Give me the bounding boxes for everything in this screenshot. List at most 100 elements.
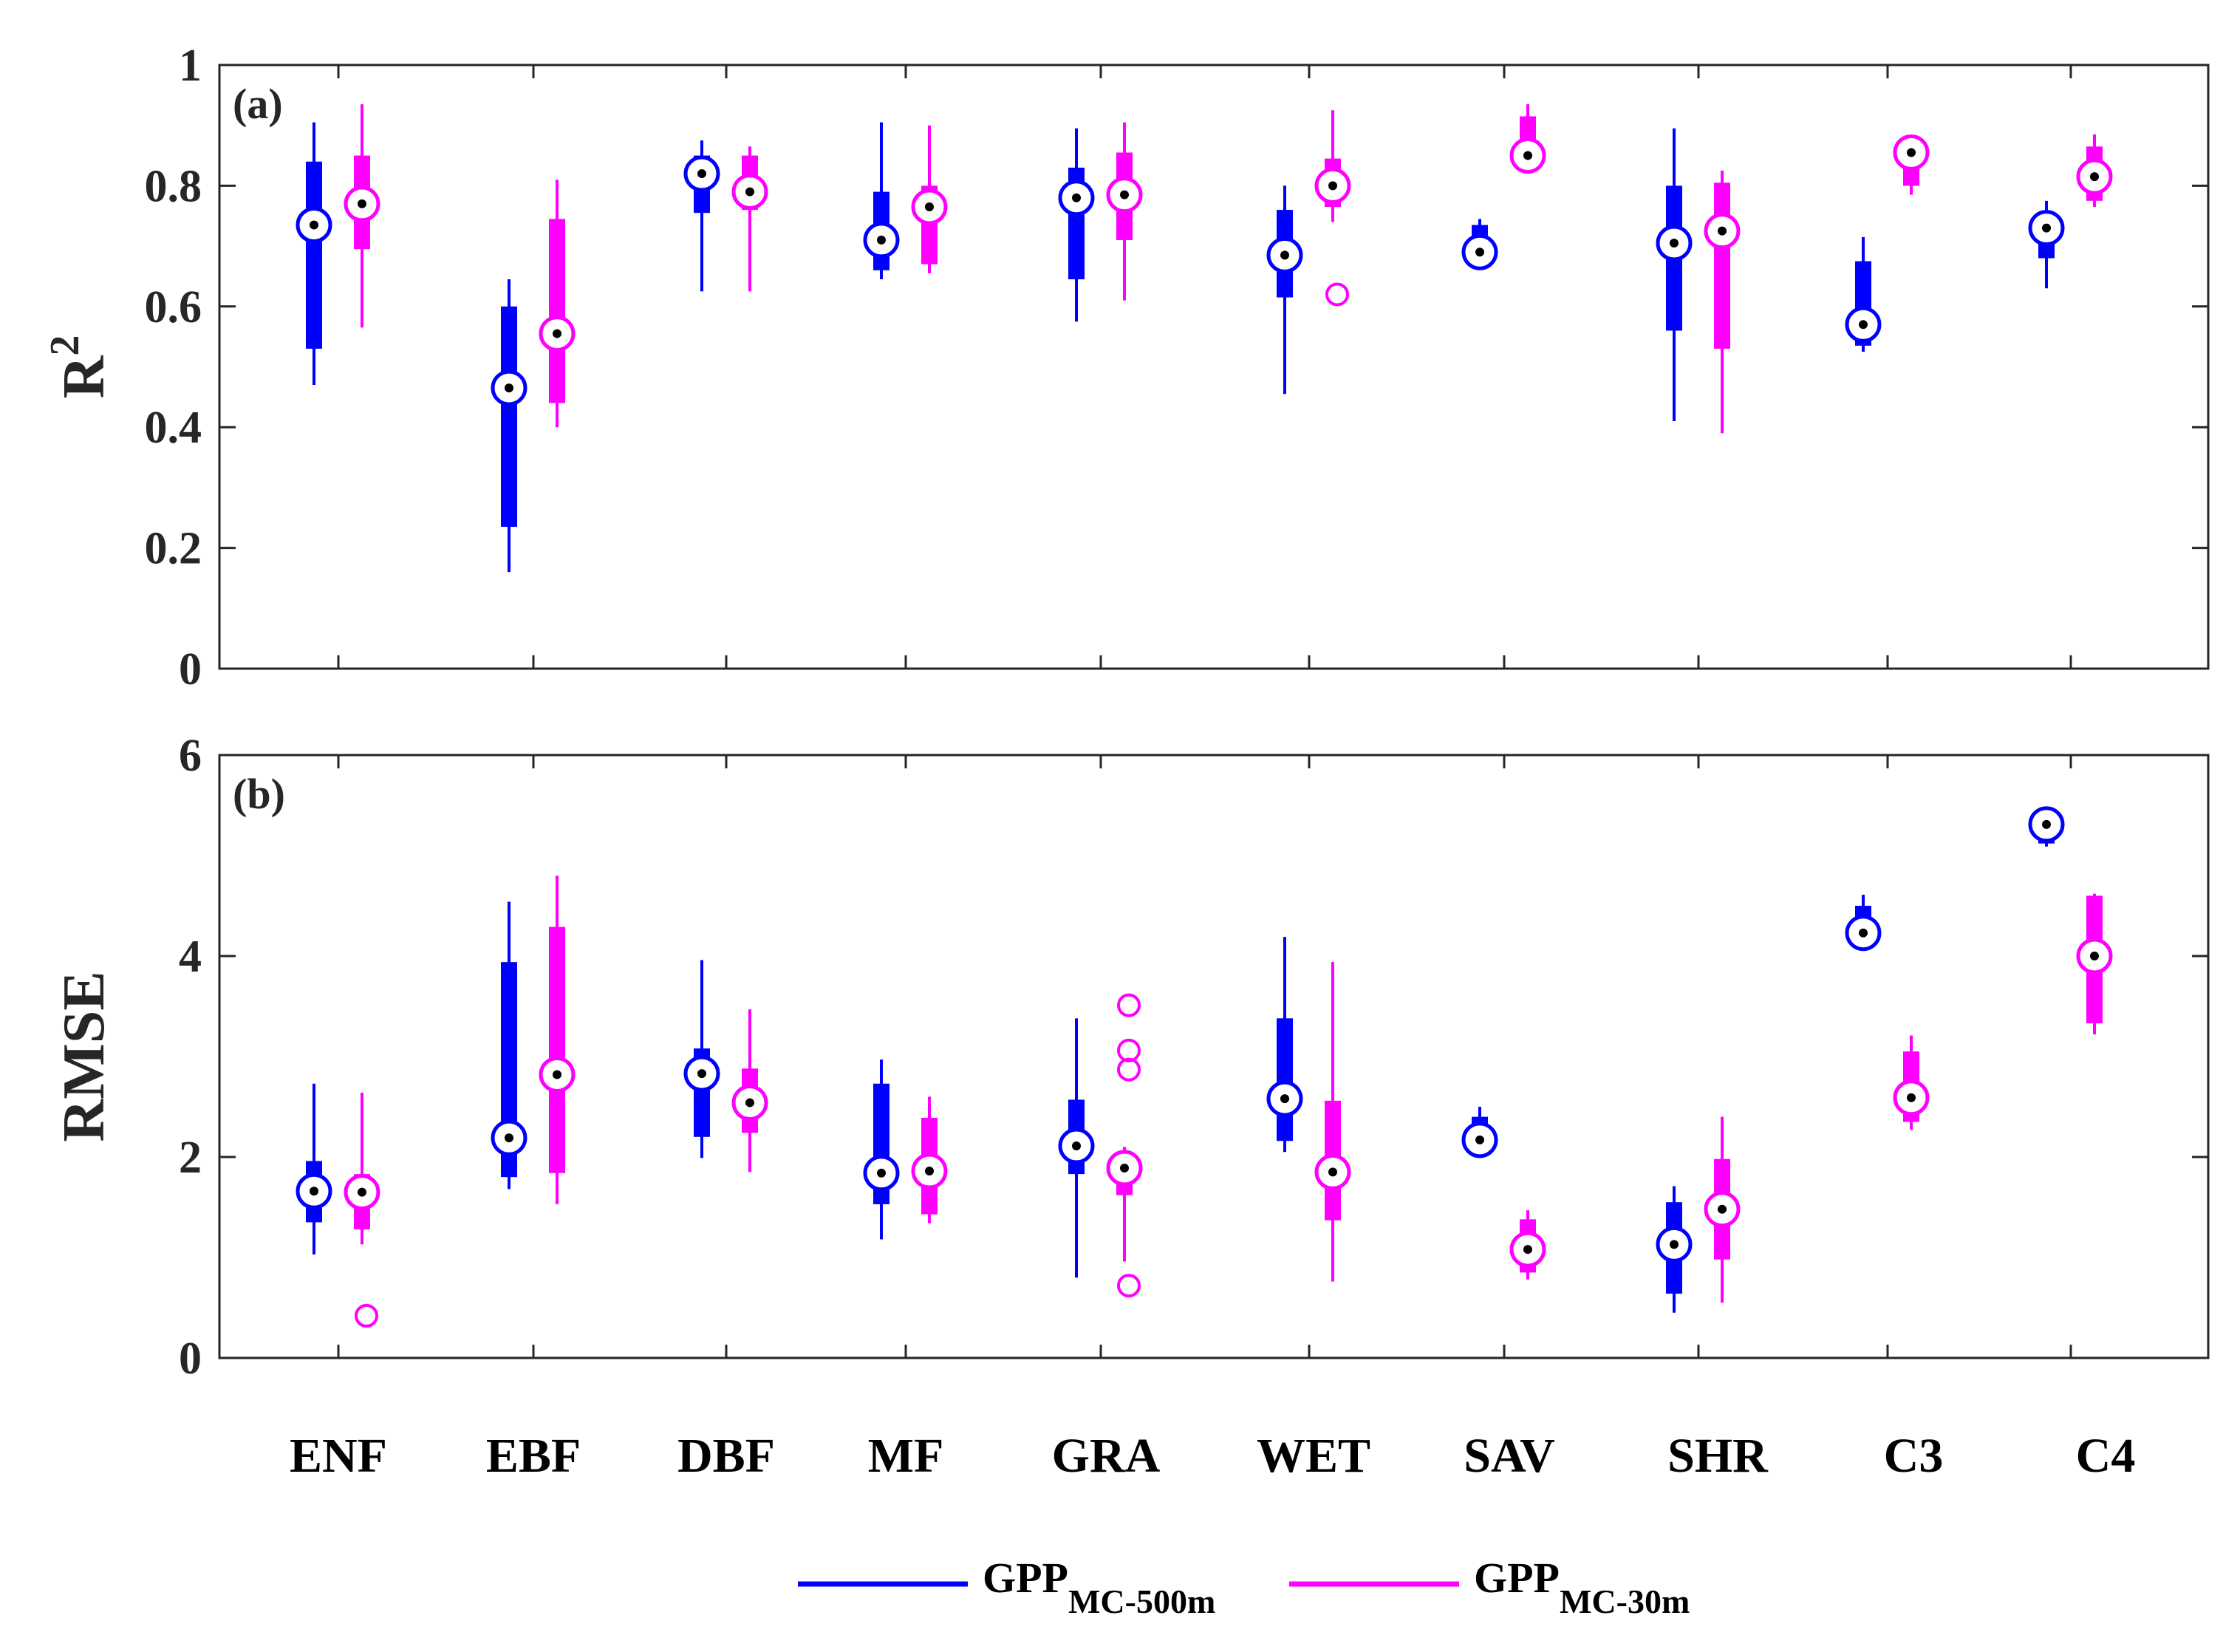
box-shr-30m	[1704, 170, 1741, 434]
box-shr-500m	[1656, 128, 1693, 422]
box-wet-500m	[1266, 937, 1303, 1153]
box-sav-500m	[1461, 1107, 1498, 1158]
y-axis-label-base: R	[52, 355, 117, 398]
panel-label: (b)	[233, 770, 285, 818]
box-gra-30m	[1106, 122, 1143, 301]
box-c3-30m	[1893, 1035, 1930, 1130]
iqr-box	[1277, 1018, 1293, 1141]
median-dot	[1859, 928, 1868, 938]
ytick-label: 6	[179, 731, 202, 781]
iqr-box	[549, 219, 565, 403]
median-dot	[1523, 1245, 1532, 1255]
ytick-label: 0.8	[145, 161, 202, 211]
panel-a: 0 0.2 0.4 0.6 0.8 1 (a) R2	[42, 41, 2210, 694]
median-dot	[1718, 1204, 1727, 1214]
ytick-label: 0	[179, 1334, 202, 1384]
legend-label-30m: GPPMC-30m	[1474, 1554, 1690, 1620]
median-dot	[1523, 151, 1532, 160]
median-dot	[1072, 193, 1081, 202]
median-dot	[553, 1070, 561, 1079]
y-axis-label: R2	[42, 335, 117, 399]
box-enf-30m	[344, 1092, 380, 1328]
median-dot	[1907, 1093, 1916, 1102]
median-dot	[1120, 190, 1129, 199]
y-axis-label: RMSE	[52, 971, 117, 1141]
ytick-label: 0.2	[145, 524, 202, 574]
axes-frame	[218, 64, 2210, 670]
legend-label-500m-sub: MC-500m	[1068, 1583, 1215, 1620]
outlier-point	[1117, 993, 1141, 1017]
box-sav-30m	[1509, 1210, 1546, 1280]
box-dbf-500m	[683, 140, 720, 292]
outlier-point	[1117, 1057, 1141, 1082]
outlier-point	[1117, 1038, 1141, 1062]
box-mf-500m	[863, 1059, 900, 1240]
median-dot	[1328, 181, 1337, 191]
box-ebf-30m	[539, 180, 576, 428]
xtick-label-sav: SAV	[1464, 1429, 1555, 1483]
box-mf-30m	[911, 125, 948, 273]
box-c3-500m	[1845, 895, 1882, 952]
median-dot	[925, 202, 934, 211]
median-dot	[358, 199, 366, 208]
median-dot	[2090, 952, 2099, 960]
median-dot	[505, 1133, 513, 1143]
legend: GPPMC-500m GPPMC-30m	[798, 1554, 1690, 1620]
xtick-label-gra: GRA	[1052, 1429, 1161, 1483]
median-dot	[505, 383, 513, 393]
iqr-box	[549, 926, 565, 1173]
iqr-box	[1714, 182, 1730, 349]
outlier-point	[1325, 282, 1349, 307]
median-dot	[745, 1098, 754, 1107]
median-dot	[1280, 1094, 1289, 1104]
box-sav-500m	[1461, 219, 1498, 270]
box-c4-500m	[2028, 806, 2065, 847]
median-dot	[877, 1168, 886, 1178]
xtick-label-c4: C4	[2076, 1429, 2136, 1483]
median-dot	[1907, 148, 1916, 157]
box-enf-30m	[344, 104, 380, 328]
box-mf-500m	[863, 122, 900, 280]
box-sav-30m	[1509, 104, 1546, 174]
iqr-box	[306, 161, 322, 349]
median-dot	[1670, 1240, 1679, 1249]
legend-label-30m-base: GPP	[1474, 1554, 1560, 1602]
box-c4-30m	[2076, 893, 2113, 1035]
box-gra-30m	[1106, 993, 1143, 1298]
box-ebf-500m	[491, 279, 527, 573]
box-dbf-30m	[731, 146, 768, 292]
median-dot	[1072, 1141, 1081, 1151]
box-ebf-30m	[539, 876, 576, 1204]
box-shr-500m	[1656, 1186, 1693, 1313]
box-c4-500m	[2028, 200, 2065, 289]
box-ebf-500m	[491, 901, 527, 1189]
xtick-label-enf: ENF	[290, 1429, 387, 1483]
box-c3-500m	[1845, 236, 1882, 352]
xtick-label-shr: SHR	[1667, 1429, 1769, 1483]
median-dot	[1328, 1167, 1337, 1177]
xtick-label-c3: C3	[1884, 1429, 1944, 1483]
median-dot	[1280, 250, 1289, 260]
box-gra-500m	[1058, 128, 1095, 322]
median-dot	[697, 1069, 706, 1079]
median-dot	[2042, 223, 2051, 233]
xtick-label-ebf: EBF	[486, 1429, 581, 1483]
median-dot	[358, 1187, 366, 1197]
ytick-label: 0	[179, 644, 202, 694]
xtick-label-dbf: DBF	[677, 1429, 775, 1483]
ytick-label: 0.6	[145, 282, 202, 332]
median-dot	[2090, 172, 2099, 182]
median-dot	[1670, 239, 1679, 248]
median-dot	[310, 220, 318, 230]
ytick-label: 1	[179, 41, 202, 91]
panel-b: 0 2 4 6 (b) RMSE	[52, 731, 2210, 1384]
axes-frame	[218, 754, 2210, 1359]
box-enf-500m	[296, 1083, 332, 1255]
legend-label-500m: GPPMC-500m	[983, 1554, 1215, 1620]
median-dot	[697, 169, 706, 179]
ytick-label: 0.4	[145, 403, 202, 453]
box-wet-30m	[1314, 962, 1351, 1282]
outlier-point	[1117, 1274, 1141, 1298]
box-c4-30m	[2076, 134, 2113, 207]
box-wet-30m	[1314, 110, 1351, 307]
